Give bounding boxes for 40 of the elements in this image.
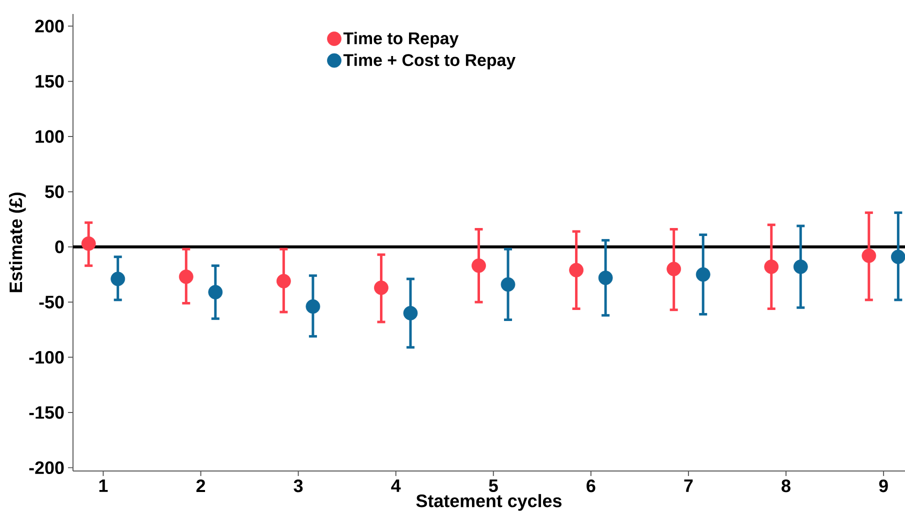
point xyxy=(306,299,320,314)
point xyxy=(472,258,486,273)
point xyxy=(178,270,194,284)
x-tick-label: 8 xyxy=(782,480,790,492)
x-tick-label: 9 xyxy=(879,480,888,492)
y-tick-label: 200 xyxy=(35,20,64,32)
y-tick-label: 150 xyxy=(36,74,64,88)
y-tick-label: 100 xyxy=(36,130,64,143)
point xyxy=(890,250,905,264)
point xyxy=(500,277,516,292)
y-tick-label: -200 xyxy=(29,461,64,474)
x-tick-label: 1 xyxy=(99,480,108,492)
point xyxy=(110,272,126,286)
point xyxy=(793,260,808,274)
point xyxy=(569,262,584,278)
x-tick-label: 5 xyxy=(488,480,498,492)
y-tick-label: 0 xyxy=(55,240,64,254)
point xyxy=(696,267,710,282)
point xyxy=(598,270,613,286)
legend-label: Time + Cost to Repay xyxy=(343,54,516,70)
y-tick-label: 50 xyxy=(45,185,64,198)
y-tick-label: -50 xyxy=(39,296,64,308)
point xyxy=(403,306,418,320)
y-tick-label: -100 xyxy=(29,350,64,364)
point xyxy=(374,280,388,295)
point xyxy=(764,260,779,274)
y-tick-label: -150 xyxy=(29,406,64,419)
x-tick-label: 4 xyxy=(391,480,401,492)
x-tick-label: 6 xyxy=(586,480,596,492)
point xyxy=(276,274,291,288)
x-tick-label: 7 xyxy=(684,480,693,492)
point xyxy=(862,248,876,263)
legend-label: Time to Repay xyxy=(343,32,459,48)
x-tick-label: 2 xyxy=(196,480,206,492)
x-tick-label: 3 xyxy=(294,480,303,492)
y-axis-title: Estimate (£) xyxy=(9,192,26,292)
x-axis-title: Statement cycles xyxy=(416,494,562,511)
point xyxy=(208,284,223,300)
point xyxy=(666,262,682,276)
point xyxy=(81,236,96,251)
